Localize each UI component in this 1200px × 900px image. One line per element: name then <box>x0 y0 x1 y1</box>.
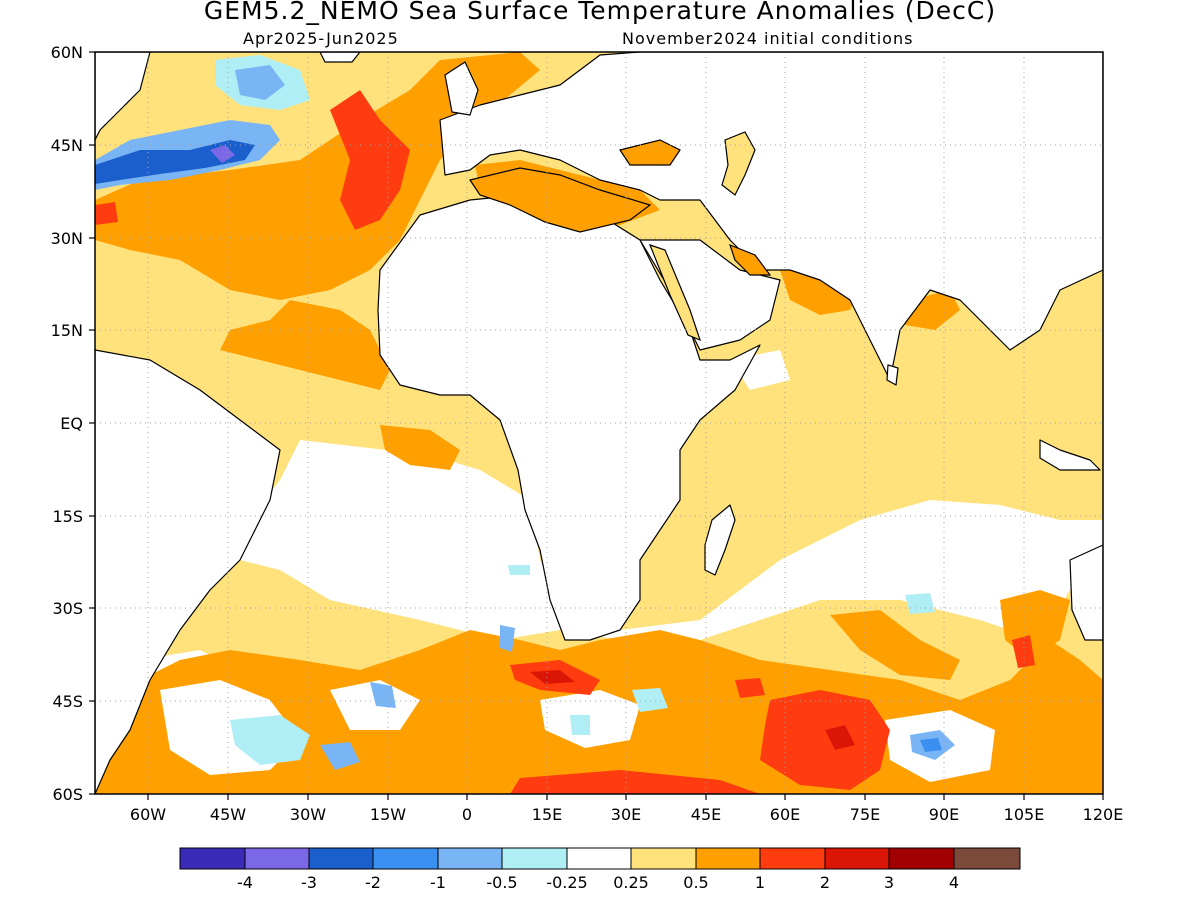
eurasia-landmass <box>439 52 1103 381</box>
y-tick-label: 60S <box>52 785 83 804</box>
black-sea <box>619 139 681 166</box>
anomaly-field <box>95 52 1103 794</box>
legend-swatch <box>759 847 826 870</box>
x-tick-label: 45E <box>691 805 721 824</box>
anomaly-very-warm-area <box>825 725 855 750</box>
x-tick-label: 90E <box>929 805 959 824</box>
legend-swatch <box>244 847 310 870</box>
legend-swatch <box>630 847 697 870</box>
y-tick-label: 45N <box>51 136 83 155</box>
map-title: GEM5.2_NEMO Sea Surface Temperature Anom… <box>203 0 997 25</box>
x-axis-labels: 60W 45W 30W 15W 0 15E 30E 45E 60E 75E 90… <box>130 805 1123 824</box>
uk-landmass <box>444 61 479 116</box>
anomaly-cool-area <box>508 565 530 575</box>
anomaly-strong-warm-area <box>1012 635 1035 668</box>
legend-swatch <box>437 847 503 870</box>
anomaly-very-warm-area <box>530 670 575 684</box>
legend-swatch <box>824 847 890 870</box>
anomaly-cool-area <box>320 742 360 770</box>
x-tick-label: 120E <box>1083 805 1124 824</box>
y-tick-label: 15N <box>51 321 83 340</box>
inland-seas <box>469 131 772 342</box>
y-tick-label: 30N <box>51 229 83 248</box>
legend-swatch <box>372 847 439 870</box>
persian-gulf <box>729 243 772 276</box>
legend-label: -4 <box>237 873 253 892</box>
red-sea <box>648 244 701 342</box>
anomaly-cool-area <box>235 65 285 100</box>
legend-label: 1 <box>755 873 765 892</box>
anomaly-warm-area <box>830 610 960 680</box>
iceland-landmass <box>319 52 361 63</box>
x-tick-label: 45W <box>210 805 246 824</box>
anomaly-strong-cool-area <box>210 145 235 163</box>
australia-landmass <box>1069 544 1103 641</box>
anomaly-cool-area <box>370 682 396 708</box>
anomaly-cool-area <box>500 625 515 652</box>
legend-swatch <box>179 847 246 870</box>
anomaly-warm-area <box>95 52 540 300</box>
anomaly-strong-warm-area <box>510 770 760 794</box>
anomaly-strong-warm-area <box>330 90 410 230</box>
x-tick-label: 60E <box>770 805 800 824</box>
legend-labels: -4 -3 -2 -1 -0.5 -0.25 0.25 0.5 1 2 3 4 <box>237 873 959 892</box>
x-tick-label: 75E <box>850 805 880 824</box>
south-america-landmass <box>95 349 281 794</box>
x-tick-label: 0 <box>462 805 472 824</box>
caspian-sea <box>721 131 756 196</box>
legend-label: -0.25 <box>546 873 587 892</box>
y-tick-label: 15S <box>52 507 83 526</box>
legend-label: -2 <box>365 873 381 892</box>
initial-conditions: November2024 initial conditions <box>622 29 914 48</box>
legend-swatch <box>695 847 761 870</box>
anomaly-strong-warm-area <box>735 678 765 698</box>
legend-swatch <box>566 847 632 870</box>
graticule <box>95 52 1103 794</box>
anomaly-cool-area <box>905 593 935 614</box>
legend-label: 0.5 <box>683 873 708 892</box>
indonesia-landmass <box>1039 439 1101 471</box>
x-tick-label: 105E <box>1004 805 1045 824</box>
x-tick-label: 15E <box>532 805 562 824</box>
anomaly-warm-area <box>380 425 460 470</box>
coastlines <box>95 52 1103 794</box>
legend-swatch <box>501 847 568 870</box>
north-america-landmass <box>95 52 151 141</box>
y-tick-label: 60N <box>51 43 83 62</box>
legend-swatch <box>888 847 955 870</box>
y-tick-label: EQ <box>60 414 83 433</box>
legend-swatch <box>953 847 1021 870</box>
legend-label: -0.5 <box>486 873 517 892</box>
x-tick-label: 15W <box>370 805 406 824</box>
anomaly-cool-area <box>632 688 668 712</box>
x-tick-label: 60W <box>130 805 166 824</box>
x-tick-label: 30E <box>611 805 641 824</box>
color-legend: -4 -3 -2 -1 -0.5 -0.25 0.25 0.5 1 2 3 4 <box>179 847 1021 892</box>
legend-label: -1 <box>430 873 446 892</box>
y-axis-labels: 60N 45N 30N 15N EQ 15S 30S 45S 60S <box>51 43 83 804</box>
legend-label: 3 <box>884 873 894 892</box>
anomaly-warm-area <box>220 300 390 390</box>
legend-label: 0.25 <box>613 873 649 892</box>
anomaly-strong-cool-area <box>920 738 942 752</box>
anomaly-neutral-area <box>330 680 420 730</box>
forecast-period: Apr2025-Jun2025 <box>243 29 399 48</box>
anomaly-strong-warm-area <box>95 202 118 225</box>
y-tick-label: 30S <box>52 599 83 618</box>
legend-swatch <box>308 847 374 870</box>
madagascar-landmass <box>704 504 736 576</box>
legend-label: 4 <box>949 873 959 892</box>
tick-marks <box>89 51 1104 800</box>
anomaly-cool-area <box>570 715 590 735</box>
anomaly-cool-area <box>230 715 310 765</box>
anomaly-neutral-area <box>240 440 1103 640</box>
legend-swatches <box>179 847 1021 870</box>
x-tick-label: 30W <box>290 805 326 824</box>
legend-label: -3 <box>301 873 317 892</box>
anomaly-strong-warm-area <box>760 690 890 790</box>
legend-label: 2 <box>820 873 830 892</box>
y-tick-label: 45S <box>52 692 83 711</box>
sri-lanka-landmass <box>886 364 899 386</box>
